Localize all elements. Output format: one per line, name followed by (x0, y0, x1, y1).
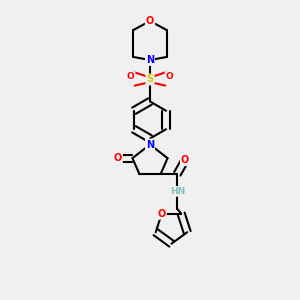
Text: S: S (146, 74, 154, 85)
Text: N: N (146, 140, 154, 149)
Text: O: O (166, 72, 173, 81)
Text: O: O (181, 155, 189, 165)
Text: O: O (114, 153, 122, 163)
Text: N: N (146, 55, 154, 65)
Text: O: O (158, 209, 166, 219)
Text: O: O (127, 72, 134, 81)
Text: O: O (146, 16, 154, 26)
Text: HN: HN (170, 187, 185, 196)
